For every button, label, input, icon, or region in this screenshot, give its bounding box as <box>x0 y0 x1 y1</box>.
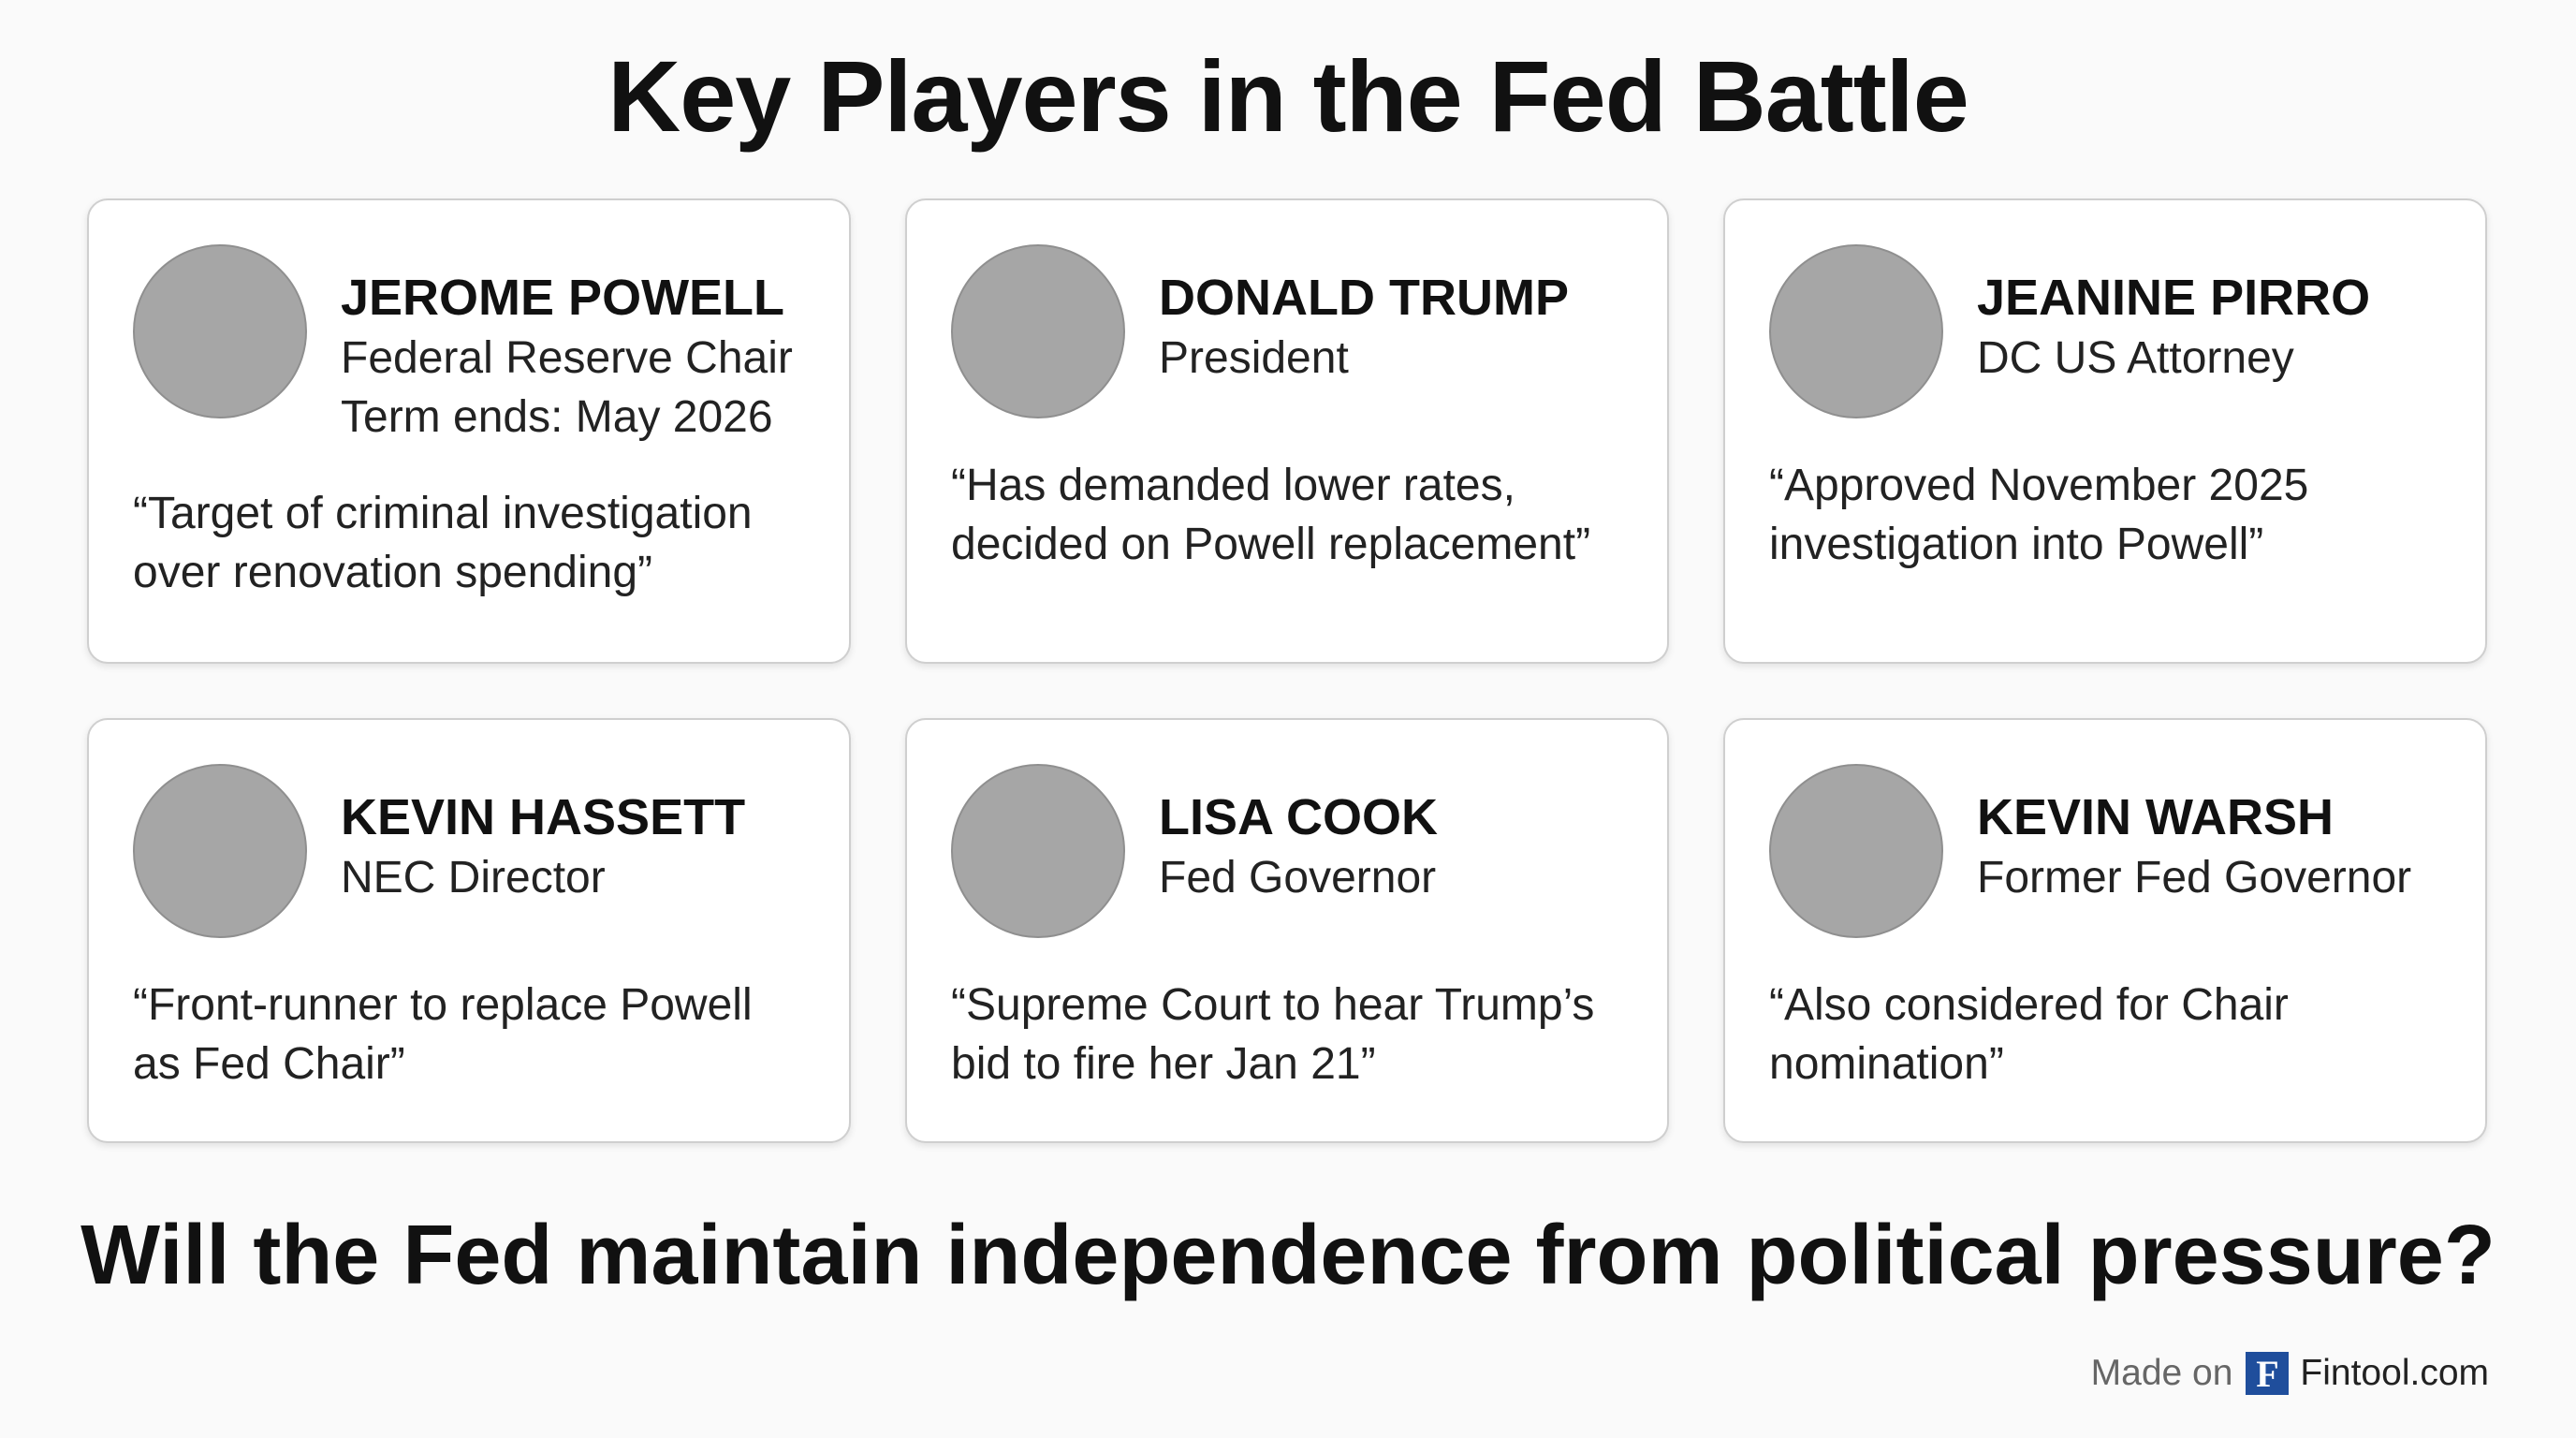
player-name: LISA COOK <box>1159 789 1439 845</box>
player-info: KEVIN WARSH Former Fed Governor <box>1977 764 2411 907</box>
footer: Made on F Fintool.com <box>2091 1352 2489 1395</box>
avatar <box>951 764 1125 938</box>
player-card: DONALD TRUMP President “Has demanded lower… <box>905 198 1669 664</box>
player-card: LISA COOK Fed Governor “Supreme Court to h… <box>905 718 1669 1143</box>
site-link: Fintool.com <box>2300 1353 2489 1393</box>
player-role: DC US Attorney <box>1977 333 2294 383</box>
player-quote: “Front-runner to replace Powell as Fed C… <box>133 980 753 1089</box>
avatar <box>951 244 1125 418</box>
player-quote: “Approved November 2025 investigation in… <box>1769 461 2309 569</box>
player-quote: “Has demanded lower rates, decided on Po… <box>951 461 1591 569</box>
player-info: JEANINE PIRRO DC US Attorney <box>1977 244 2370 388</box>
card-header: DONALD TRUMP President <box>951 244 1630 418</box>
card-header: JEROME POWELL Federal Reserve Chair Term e… <box>133 244 812 447</box>
avatar <box>1769 764 1943 938</box>
player-quote: “Target of criminal investigation over r… <box>133 489 753 597</box>
player-role: Former Fed Governor <box>1977 853 2412 902</box>
player-info: JEROME POWELL Federal Reserve Chair Term e… <box>341 244 793 447</box>
player-role: Federal Reserve Chair <box>341 333 793 383</box>
player-quote: “Also considered for Chair nomination” <box>1769 980 2289 1089</box>
player-role: NEC Director <box>341 853 606 902</box>
player-card: KEVIN WARSH Former Fed Governor “Also cons… <box>1723 718 2487 1143</box>
player-name: KEVIN WARSH <box>1977 789 2334 845</box>
made-on: Made on <box>2090 1353 2233 1393</box>
player-card: JEANINE PIRRO DC US Attorney “Approved Nov… <box>1723 198 2487 664</box>
player-quote: “Supreme Court to hear Trump’s bid to fi… <box>951 980 1595 1089</box>
card-grid: JEROME POWELL Federal Reserve Chair Term e… <box>87 198 2487 1143</box>
player-name: DONALD TRUMP <box>1159 270 1569 326</box>
player-info: KEVIN HASSETT NEC Director <box>341 764 745 907</box>
avatar <box>133 244 307 418</box>
card-header: KEVIN HASSETT NEC Director <box>133 764 812 938</box>
page-title: Key Players in the Fed Battle <box>607 39 1969 153</box>
card-header: KEVIN WARSH Former Fed Governor <box>1769 764 2448 938</box>
player-card: JEROME POWELL Federal Reserve Chair Term e… <box>87 198 851 664</box>
player-name: KEVIN HASSETT <box>341 789 746 845</box>
avatar <box>1769 244 1943 418</box>
player-name: JEROME POWELL <box>341 270 785 326</box>
card-header: JEANINE PIRRO DC US Attorney <box>1769 244 2448 418</box>
player-role: Fed Governor <box>1159 853 1437 902</box>
avatar <box>133 764 307 938</box>
card-header: LISA COOK Fed Governor <box>951 764 1630 938</box>
player-info: DONALD TRUMP President <box>1159 244 1569 388</box>
player-role: Term ends: May 2026 <box>341 392 773 442</box>
player-card: KEVIN HASSETT NEC Director “Front-runner t… <box>87 718 851 1143</box>
question: Will the Fed maintain independence from … <box>80 1209 2496 1302</box>
player-name: JEANINE PIRRO <box>1977 270 2371 326</box>
player-role: President <box>1159 333 1349 383</box>
player-info: LISA COOK Fed Governor <box>1159 764 1438 907</box>
logo: F <box>2246 1352 2290 1395</box>
